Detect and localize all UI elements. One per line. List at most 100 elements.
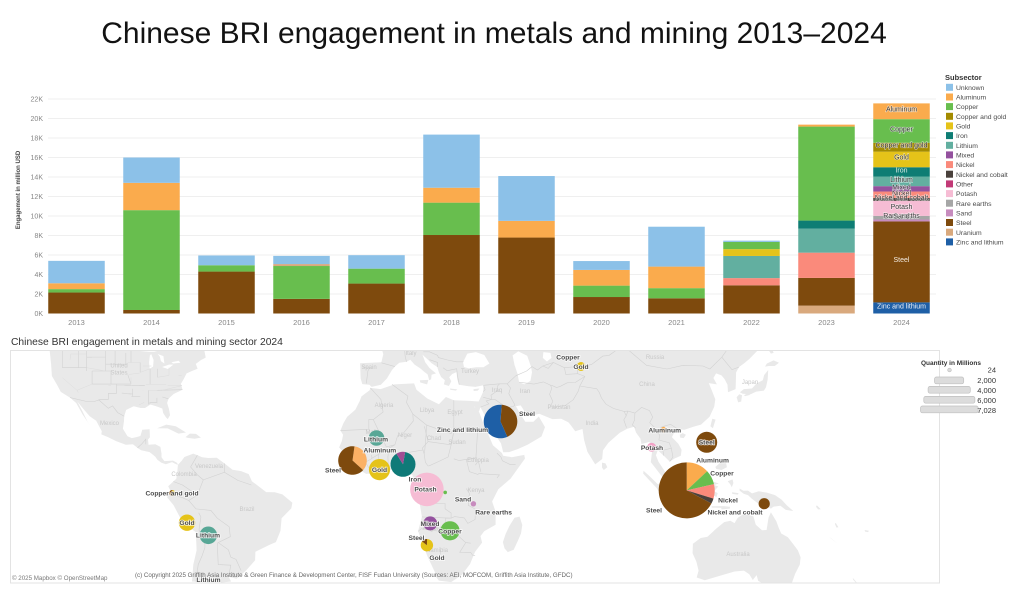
svg-text:(c) Copyright 2025 Griffith As: (c) Copyright 2025 Griffith Asia Institu…: [135, 572, 573, 579]
svg-text:Iran: Iran: [520, 389, 530, 395]
svg-text:Sudan: Sudan: [448, 440, 465, 446]
svg-text:2014: 2014: [143, 318, 160, 327]
svg-text:Nickel: Nickel: [718, 498, 738, 505]
svg-text:14K: 14K: [31, 175, 44, 182]
svg-text:Colombia: Colombia: [171, 472, 197, 478]
svg-text:Gold: Gold: [372, 467, 387, 474]
svg-text:Aluminum: Aluminum: [886, 107, 917, 114]
svg-text:2018: 2018: [443, 318, 460, 327]
svg-text:2,000: 2,000: [977, 376, 996, 385]
svg-text:Copper: Copper: [956, 104, 979, 111]
svg-text:Gold: Gold: [573, 364, 588, 371]
svg-text:Copper and gold: Copper and gold: [145, 491, 198, 498]
svg-text:2020: 2020: [593, 318, 610, 327]
svg-text:24: 24: [988, 366, 996, 375]
svg-text:Lithium: Lithium: [890, 177, 913, 184]
svg-text:Aluminum: Aluminum: [956, 95, 987, 102]
svg-text:Iron: Iron: [409, 477, 422, 484]
svg-text:Chad: Chad: [427, 436, 441, 442]
svg-text:Steel: Steel: [699, 440, 715, 447]
svg-text:6K: 6K: [34, 253, 43, 260]
svg-text:18K: 18K: [31, 136, 44, 143]
svg-text:Nickel and cobalt: Nickel and cobalt: [707, 510, 763, 517]
svg-text:Iron: Iron: [956, 133, 968, 140]
svg-text:Aluminum: Aluminum: [696, 458, 729, 465]
svg-text:Venezuela: Venezuela: [195, 464, 224, 470]
svg-text:Mixed: Mixed: [892, 184, 911, 191]
svg-text:2017: 2017: [368, 318, 385, 327]
svg-text:Aluminum: Aluminum: [648, 428, 681, 435]
svg-text:Copper: Copper: [556, 355, 580, 362]
svg-text:India: India: [585, 421, 599, 427]
svg-text:Potash: Potash: [891, 204, 913, 211]
svg-text:Mexico: Mexico: [100, 421, 120, 427]
svg-text:20K: 20K: [31, 116, 44, 123]
svg-text:10K: 10K: [31, 214, 44, 221]
svg-text:Steel: Steel: [409, 535, 425, 542]
svg-text:Chinese BRI engagement in meta: Chinese BRI engagement in metals and min…: [101, 17, 887, 50]
svg-text:Sand: Sand: [956, 211, 972, 218]
svg-text:7,028: 7,028: [977, 406, 996, 415]
svg-text:Australia: Australia: [726, 552, 750, 558]
svg-text:Copper: Copper: [710, 471, 734, 478]
svg-text:Chinese BRI engagement in meta: Chinese BRI engagement in metals and min…: [11, 337, 283, 348]
svg-text:Nickel and cobalt: Nickel and cobalt: [956, 172, 1008, 179]
svg-text:Lithium: Lithium: [196, 577, 220, 584]
svg-text:Zinc and lithium: Zinc and lithium: [956, 240, 1004, 247]
svg-text:2013: 2013: [68, 318, 85, 327]
svg-text:12K: 12K: [31, 194, 44, 201]
svg-text:Quantity in Millions: Quantity in Millions: [921, 360, 981, 367]
svg-text:Sand: Sand: [893, 214, 909, 221]
svg-text:Engagement in million USD: Engagement in million USD: [16, 150, 22, 229]
svg-text:Steel: Steel: [519, 411, 535, 418]
svg-text:Spain: Spain: [361, 365, 376, 371]
svg-text:Potash: Potash: [956, 191, 977, 198]
svg-text:2016: 2016: [293, 318, 310, 327]
svg-text:Italy: Italy: [405, 351, 416, 357]
svg-text:2023: 2023: [818, 318, 835, 327]
svg-text:Kenya: Kenya: [467, 488, 485, 494]
svg-text:Rare earths: Rare earths: [956, 201, 992, 208]
svg-text:Copper and gold: Copper and gold: [956, 114, 1006, 121]
svg-text:Gold: Gold: [956, 124, 971, 131]
svg-text:Zinc and lithium: Zinc and lithium: [437, 427, 488, 434]
svg-text:2022: 2022: [743, 318, 760, 327]
svg-text:Nickel: Nickel: [892, 190, 912, 197]
svg-text:Lithium: Lithium: [364, 437, 388, 444]
svg-text:Sand: Sand: [455, 497, 471, 504]
svg-text:Steel: Steel: [325, 468, 341, 475]
svg-text:2K: 2K: [34, 292, 43, 299]
svg-text:Japan: Japan: [742, 380, 758, 386]
svg-text:Namibia: Namibia: [426, 548, 449, 554]
svg-text:0K: 0K: [34, 311, 43, 318]
svg-text:United: United: [110, 364, 127, 370]
svg-text:Egypt: Egypt: [447, 410, 463, 416]
svg-text:Lithium: Lithium: [956, 143, 978, 150]
svg-text:© 2025 Mapbox © OpenStreetMap: © 2025 Mapbox © OpenStreetMap: [12, 575, 108, 582]
svg-text:Lithium: Lithium: [196, 533, 220, 540]
svg-text:Copper and gold: Copper and gold: [876, 143, 928, 150]
svg-text:Subsector: Subsector: [945, 73, 982, 82]
svg-text:Libya: Libya: [420, 408, 435, 414]
svg-text:Rare earths: Rare earths: [475, 510, 512, 517]
svg-text:4,000: 4,000: [977, 386, 996, 395]
svg-text:Zinc and lithium: Zinc and lithium: [877, 304, 926, 311]
svg-text:Gold: Gold: [894, 155, 909, 162]
svg-text:16K: 16K: [31, 155, 44, 162]
svg-text:China: China: [639, 382, 655, 388]
svg-text:Uranium: Uranium: [956, 230, 982, 237]
svg-text:Aluminum: Aluminum: [364, 448, 397, 455]
svg-text:2019: 2019: [518, 318, 535, 327]
svg-text:6,000: 6,000: [977, 396, 996, 405]
svg-text:Gold: Gold: [179, 520, 194, 527]
svg-text:Pakistan: Pakistan: [547, 405, 570, 411]
svg-text:Potash: Potash: [641, 445, 663, 452]
svg-text:Steel: Steel: [956, 220, 972, 227]
svg-text:2021: 2021: [668, 318, 685, 327]
svg-text:Copper: Copper: [438, 529, 462, 536]
svg-text:4K: 4K: [34, 272, 43, 279]
svg-text:Niger: Niger: [398, 433, 412, 439]
svg-text:Iraq: Iraq: [492, 388, 502, 394]
svg-text:Brazil: Brazil: [239, 507, 254, 513]
svg-text:Algeria: Algeria: [375, 403, 394, 409]
